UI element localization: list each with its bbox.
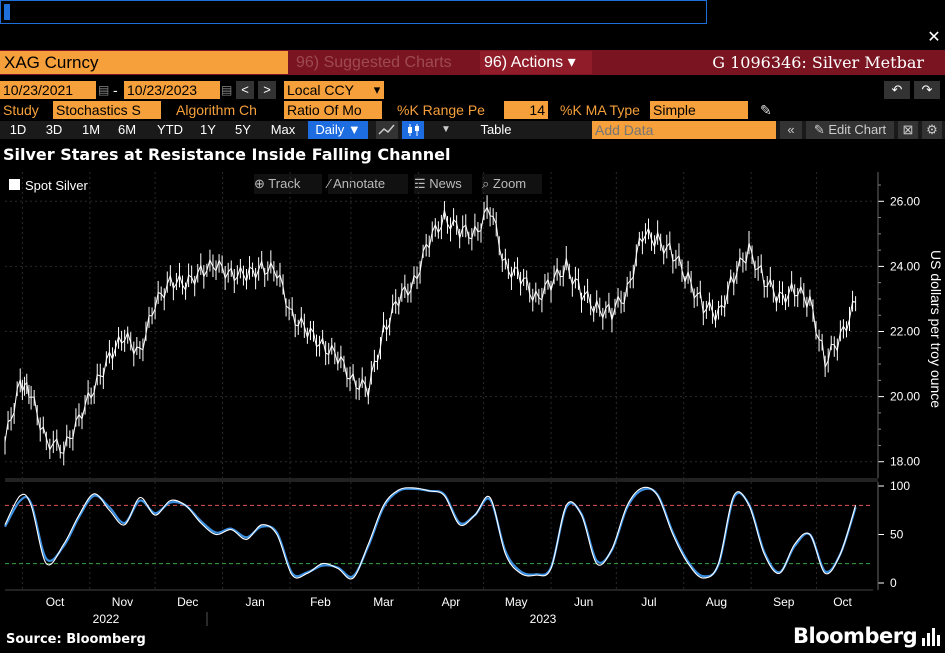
year-label: 2022: [93, 612, 120, 626]
price-tick-label: 24.00: [890, 259, 920, 273]
annotate-icon: ∕: [328, 176, 331, 191]
source-note: Source: Bloomberg: [6, 632, 146, 647]
actions-menu[interactable]: 96) Actions ▾: [480, 51, 592, 74]
stoch-k-line: [4, 486, 857, 580]
stoch-tick-label: 0: [890, 576, 897, 590]
month-label: Oct: [46, 595, 65, 609]
chart-id-title: G 1096346: Silver Metbar: [712, 53, 924, 72]
chart-area[interactable]: 18.00 20.00 22.00 24.00 26.00 0 50 100 Oct Nov Dec…: [0, 160, 945, 630]
news-tool[interactable]: ☰ News: [414, 174, 472, 194]
month-label: Dec: [177, 595, 198, 609]
grid: [5, 172, 878, 590]
table-button[interactable]: Table: [480, 122, 512, 137]
collapse-icon[interactable]: «: [780, 121, 802, 139]
period-max[interactable]: Max: [270, 122, 296, 137]
k-ma-label: %K MA Type: [560, 102, 640, 118]
panel-separator: [5, 478, 878, 482]
track-label: Track: [268, 176, 301, 191]
month-label: Apr: [442, 595, 461, 609]
month-label: Feb: [310, 595, 331, 609]
stochastic-panel: [4, 486, 873, 580]
track-tool[interactable]: ⊕ Track: [254, 174, 322, 194]
algorithm-select[interactable]: Ratio Of Mo: [284, 101, 382, 119]
crosshair-icon: ⊕: [254, 176, 265, 191]
period-1d[interactable]: 1D: [9, 122, 27, 137]
k-ma-select[interactable]: Simple: [650, 101, 748, 119]
month-label: Jan: [245, 595, 264, 609]
date-from-field[interactable]: 10/23/2021: [0, 81, 96, 99]
legend-label: Spot Silver: [25, 178, 88, 193]
period-3d[interactable]: 3D: [45, 122, 63, 137]
zoom-label: Zoom: [492, 176, 527, 191]
frequency-select[interactable]: Daily ▼: [308, 121, 368, 139]
prev-period-button[interactable]: <: [236, 81, 254, 99]
period-6m[interactable]: 6M: [117, 122, 137, 137]
period-5y[interactable]: 5Y: [235, 122, 251, 137]
edit-chart-label: Edit Chart: [828, 122, 887, 137]
pencil-icon[interactable]: ✎: [760, 102, 772, 118]
undo-icon[interactable]: ↶: [884, 81, 910, 99]
command-line[interactable]: [0, 0, 707, 24]
legend-swatch: [9, 179, 20, 190]
redo-icon[interactable]: ↷: [914, 81, 940, 99]
suggested-charts-button[interactable]: 96) Suggested Charts: [296, 54, 452, 71]
brand-logo: Bloomberg: [793, 624, 918, 648]
pencil-icon: ✎: [813, 122, 825, 137]
month-label: Aug: [706, 595, 727, 609]
price-tick-label: 18.00: [890, 455, 920, 469]
news-icon: ☰: [414, 176, 426, 191]
month-label: May: [505, 595, 528, 609]
k-range-input[interactable]: 14: [504, 101, 548, 119]
month-label: Jul: [641, 595, 656, 609]
zoom-icon: ⌕: [482, 176, 490, 191]
study-select[interactable]: Stochastics S: [53, 101, 161, 119]
next-period-button[interactable]: >: [258, 81, 276, 99]
line-chart-icon[interactable]: [376, 121, 398, 139]
period-1y[interactable]: 1Y: [200, 122, 216, 137]
axes: 18.00 20.00 22.00 24.00 26.00 0 50 100 Oct Nov Dec…: [5, 172, 944, 626]
month-label: Oct: [833, 595, 852, 609]
month-label: Jun: [574, 595, 593, 609]
calendar-icon[interactable]: ▤: [221, 83, 233, 97]
period-ytd[interactable]: YTD: [157, 122, 183, 137]
k-range-label: %K Range Pe: [397, 102, 485, 118]
settings-small-icon[interactable]: ⊠: [898, 121, 918, 139]
news-label: News: [429, 176, 462, 191]
study-label: Study: [3, 102, 39, 118]
chevron-down-icon[interactable]: ▼: [441, 124, 451, 135]
close-icon[interactable]: ✕: [927, 29, 941, 46]
currency-select[interactable]: Local CCY: [284, 81, 370, 99]
gear-icon[interactable]: ⚙: [922, 121, 942, 139]
price-line: [4, 206, 856, 454]
annotate-tool[interactable]: ∕ Annotate: [328, 174, 408, 194]
stoch-tick-label: 100: [890, 479, 910, 493]
chevron-down-icon[interactable]: ▾: [370, 81, 384, 99]
stoch-tick-label: 50: [890, 528, 904, 542]
calendar-icon[interactable]: ▤: [98, 83, 110, 97]
command-cursor: [4, 4, 10, 20]
algorithm-label: Algorithm Ch: [176, 102, 257, 118]
month-label: Mar: [373, 595, 394, 609]
candlestick-icon[interactable]: [402, 121, 424, 139]
zoom-tool[interactable]: ⌕ Zoom: [482, 174, 542, 194]
date-to-field[interactable]: 10/23/2023: [124, 81, 220, 99]
period-1m[interactable]: 1M: [81, 122, 101, 137]
price-series: [4, 195, 857, 466]
edit-chart-button[interactable]: ✎ Edit Chart: [806, 121, 894, 139]
chart-title: Silver Stares at Resistance Inside Falli…: [3, 145, 451, 164]
annotate-label: Annotate: [333, 176, 386, 191]
month-label: Sep: [773, 595, 795, 609]
bar-chart-icon: [920, 624, 942, 648]
price-tick-label: 20.00: [890, 390, 920, 404]
y-axis-title: US dollars per troy ounce: [928, 250, 944, 408]
add-data-input[interactable]: [592, 121, 776, 139]
price-tick-label: 22.00: [890, 325, 920, 339]
year-label: 2023: [530, 612, 557, 626]
month-label: Nov: [112, 595, 133, 609]
date-separator: -: [113, 82, 118, 98]
ticker-field[interactable]: XAG Curncy: [0, 51, 288, 74]
price-tick-label: 26.00: [890, 194, 920, 208]
